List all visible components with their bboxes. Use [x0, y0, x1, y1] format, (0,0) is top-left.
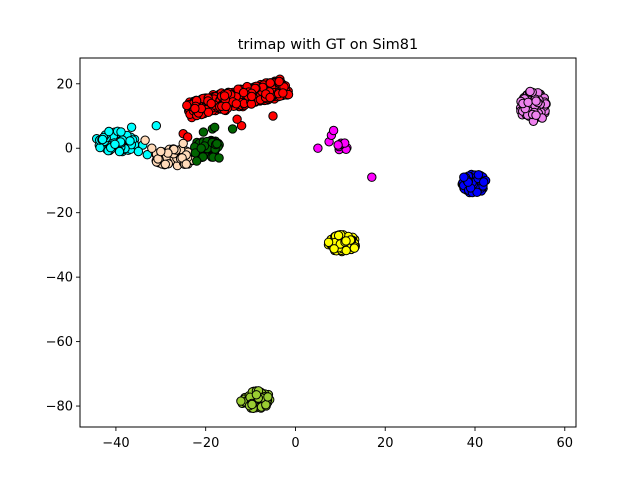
scatter-point	[473, 170, 484, 180]
scatter-point	[214, 153, 224, 163]
scatter-point	[192, 156, 202, 166]
x-axis: −40 −20 0 20 40 60	[102, 427, 573, 451]
scatter-point	[263, 392, 273, 402]
y-tick-label: −60	[46, 335, 73, 350]
scatter-point	[247, 91, 257, 102]
scatter-point	[198, 127, 209, 137]
scatter-point	[333, 140, 343, 150]
scatter-point	[247, 399, 257, 410]
scatter-point	[251, 390, 262, 400]
scatter-point	[140, 135, 150, 145]
scatter-point	[210, 122, 220, 133]
scatter-point	[274, 76, 284, 87]
chart-title: trimap with GT on Sim81	[238, 37, 419, 53]
y-tick-label: −20	[46, 206, 73, 221]
scatter-point	[232, 114, 242, 124]
scatter-point	[531, 96, 541, 106]
x-tick-label: −40	[102, 436, 129, 451]
y-tick-label: −40	[46, 271, 73, 286]
plot-frame	[79, 57, 577, 428]
scatter-point	[367, 172, 377, 182]
scatter-point	[236, 396, 246, 406]
scatter-point	[236, 121, 247, 131]
scatter-point	[190, 103, 200, 114]
scatter-point	[156, 146, 166, 157]
scatter-point	[151, 121, 162, 131]
points-layer	[92, 74, 551, 413]
scatter-point	[183, 132, 193, 142]
scatter-point	[160, 159, 171, 170]
scatter-point	[212, 139, 222, 149]
scatter-point	[104, 126, 114, 137]
scatter-point	[341, 236, 351, 246]
scatter-point	[278, 88, 288, 98]
scatter-point	[116, 127, 126, 137]
scatter-point	[333, 230, 344, 241]
scatter-point	[182, 100, 192, 111]
scatter-point	[328, 125, 339, 136]
scatter-point	[114, 146, 125, 157]
scatter-point	[323, 237, 334, 248]
x-tick-label: 0	[291, 436, 299, 451]
scatter-point	[341, 245, 351, 256]
scatter-point	[329, 244, 339, 254]
scatter-point	[219, 91, 230, 101]
scatter-point	[531, 110, 541, 120]
x-tick-label: 20	[377, 436, 394, 451]
scatter-point	[227, 124, 238, 134]
scatter-point	[142, 150, 153, 160]
x-tick-label: 40	[467, 436, 484, 451]
scatter-point	[231, 99, 242, 109]
scatter-point	[313, 143, 323, 153]
scatter-point	[349, 243, 360, 253]
scatter-point	[147, 143, 157, 153]
x-tick-label: 60	[557, 436, 574, 451]
y-tick-label: 0	[65, 142, 73, 157]
y-tick-label: 20	[56, 77, 73, 92]
y-tick-label: −80	[46, 400, 73, 415]
scatter-point	[479, 177, 489, 187]
scatter-point	[523, 97, 533, 108]
scatter-point	[110, 139, 120, 150]
scatter-point	[459, 172, 469, 182]
scatter-point	[221, 101, 231, 112]
scatter-point	[268, 111, 278, 121]
x-tick-label: −20	[192, 436, 219, 451]
scatter-point	[203, 107, 214, 118]
scatter-point	[206, 98, 216, 109]
scatter-point	[238, 87, 249, 98]
y-axis: 20 0 −20 −40 −60 −80	[46, 77, 80, 415]
scatter-point	[125, 136, 135, 146]
scatter-point	[178, 138, 188, 149]
scatter-point	[181, 159, 191, 169]
scatter-point	[97, 134, 108, 145]
scatter-point	[126, 122, 137, 133]
scatter-point	[265, 92, 275, 103]
scatter-point	[472, 187, 482, 198]
scatter-point	[525, 86, 535, 97]
scatter-point	[265, 78, 275, 88]
scatter-point	[196, 143, 206, 153]
scatter-point	[133, 146, 144, 157]
